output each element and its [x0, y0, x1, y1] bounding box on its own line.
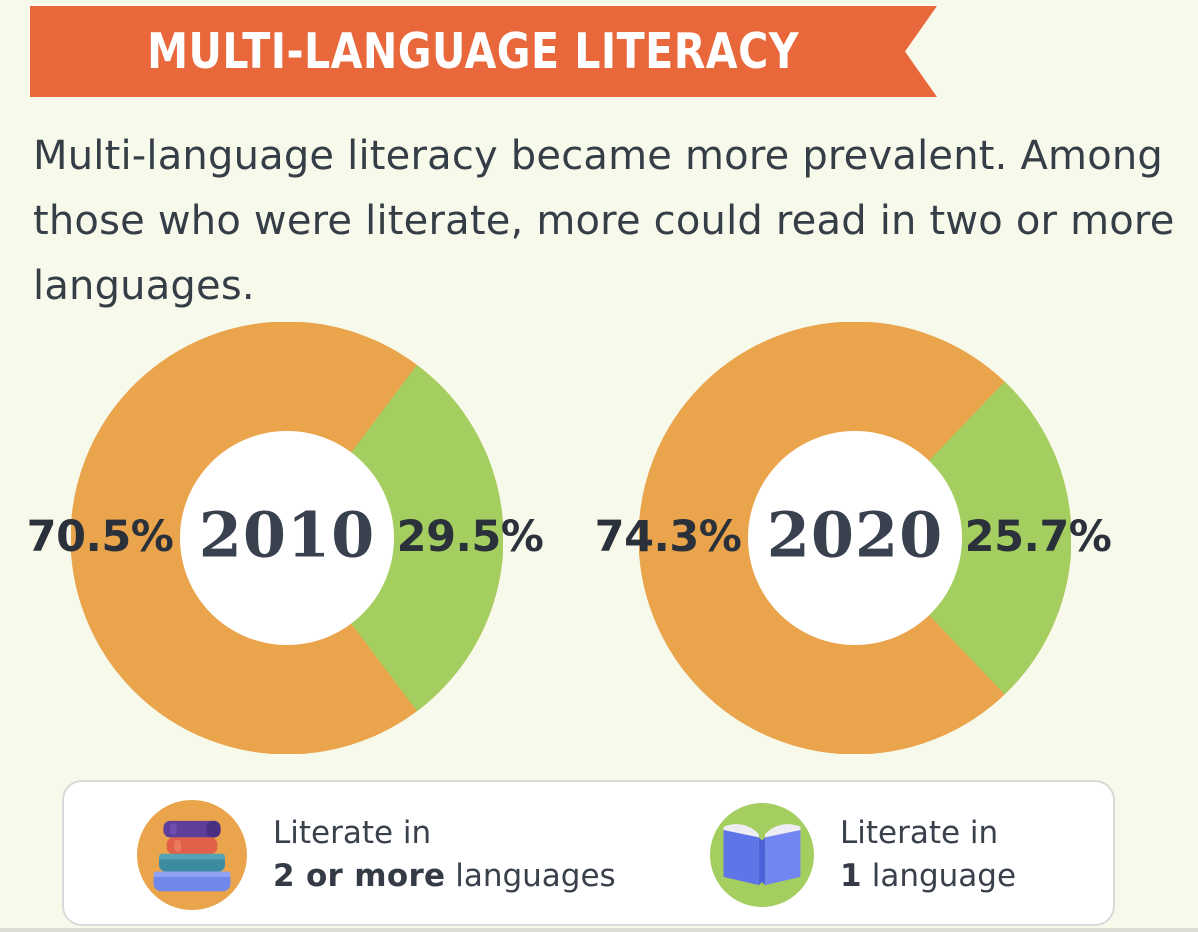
donut-2020-hole: [748, 431, 962, 645]
open-book-icon: [710, 803, 814, 907]
description-line-3: languages.: [33, 263, 255, 309]
legend-item-multilingual: Literate in 2 or more languages: [137, 800, 616, 910]
legend-label-monolingual: Literate in 1 language: [840, 812, 1016, 898]
legend-multilingual-line1: Literate in: [273, 815, 432, 851]
donut-2020-minority-slice: [639, 322, 1071, 754]
description-text: Multi-language literacy became more prev…: [33, 124, 1175, 319]
donut-2010-multilingual-label: 70.5%: [26, 512, 174, 562]
legend-multilingual-bold: 2 or more: [273, 858, 446, 894]
books-stack-icon-graphic: [153, 820, 231, 892]
legend-multilingual-rest: languages: [445, 858, 616, 894]
open-book-icon-graphic: [723, 824, 801, 886]
donut-2020-multilingual-label: 74.3%: [594, 512, 742, 562]
page-title: MULTI-LANGUAGE LITERACY: [146, 23, 799, 80]
donut-chart-2020: 74.3% 2020 25.7%: [595, 322, 1112, 754]
donut-2020-monolingual-label: 25.7%: [964, 512, 1112, 562]
legend-monolingual-line1: Literate in: [840, 815, 999, 851]
donut-2020-year-label: 2020: [766, 498, 944, 572]
donut-chart-2010: 70.5% 2010 29.5%: [27, 322, 544, 754]
donut-2010-year-label: 2010: [198, 498, 376, 572]
legend-item-monolingual: Literate in 1 language: [710, 803, 1016, 907]
legend-monolingual-rest: language: [861, 858, 1017, 894]
donut-2010-monolingual-label: 29.5%: [396, 512, 544, 562]
description-line-2: those who were literate, more could read…: [33, 198, 1175, 244]
books-stack-icon: [137, 800, 247, 910]
title-banner-ribbon: MULTI-LANGUAGE LITERACY: [30, 6, 937, 97]
next-section-divider: [0, 928, 1198, 932]
description-line-1: Multi-language literacy became more prev…: [33, 133, 1164, 179]
legend-box: Literate in 2 or more languages Literate…: [62, 780, 1115, 926]
donut-chart-2010-svg: [71, 322, 503, 754]
donut-2010-hole: [180, 431, 394, 645]
donut-chart-2020-svg: [639, 322, 1071, 754]
legend-monolingual-bold: 1: [840, 858, 862, 894]
legend-label-multilingual: Literate in 2 or more languages: [273, 812, 616, 898]
